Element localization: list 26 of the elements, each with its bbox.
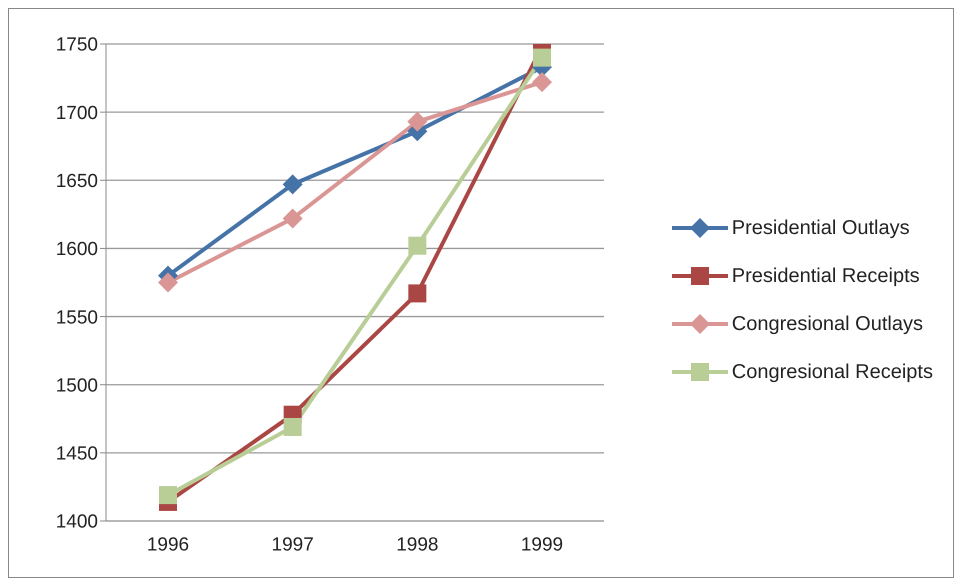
y-tick-label: 1450 bbox=[56, 444, 98, 465]
point bbox=[282, 208, 303, 228]
legend-label: Presidential Receipts bbox=[732, 264, 920, 288]
point bbox=[533, 48, 551, 67]
y-tick-label: 1700 bbox=[56, 102, 98, 124]
point bbox=[284, 418, 302, 436]
point bbox=[158, 272, 178, 292]
y-tick-label: 1500 bbox=[56, 375, 98, 396]
point bbox=[282, 174, 303, 194]
point bbox=[408, 236, 426, 255]
legend-label: Presidential Outlays bbox=[732, 216, 910, 240]
x-tick-label: 1997 bbox=[272, 534, 314, 556]
point bbox=[159, 486, 177, 504]
point bbox=[407, 112, 428, 132]
y-tick-label: 1650 bbox=[56, 171, 98, 192]
point bbox=[408, 284, 426, 302]
x-tick-label: 1999 bbox=[520, 534, 564, 556]
y-tick-label: 1400 bbox=[56, 512, 98, 533]
y-tick-label: 1750 bbox=[56, 34, 98, 56]
legend-label: Congresional Outlays bbox=[732, 312, 923, 336]
y-tick-label: 1600 bbox=[56, 239, 98, 260]
y-tick-label: 1550 bbox=[56, 307, 98, 328]
point bbox=[532, 72, 552, 92]
legend-label: Congresional Receipts bbox=[732, 360, 933, 384]
x-tick-label: 1996 bbox=[146, 534, 190, 556]
x-tick-label: 1998 bbox=[396, 534, 438, 556]
